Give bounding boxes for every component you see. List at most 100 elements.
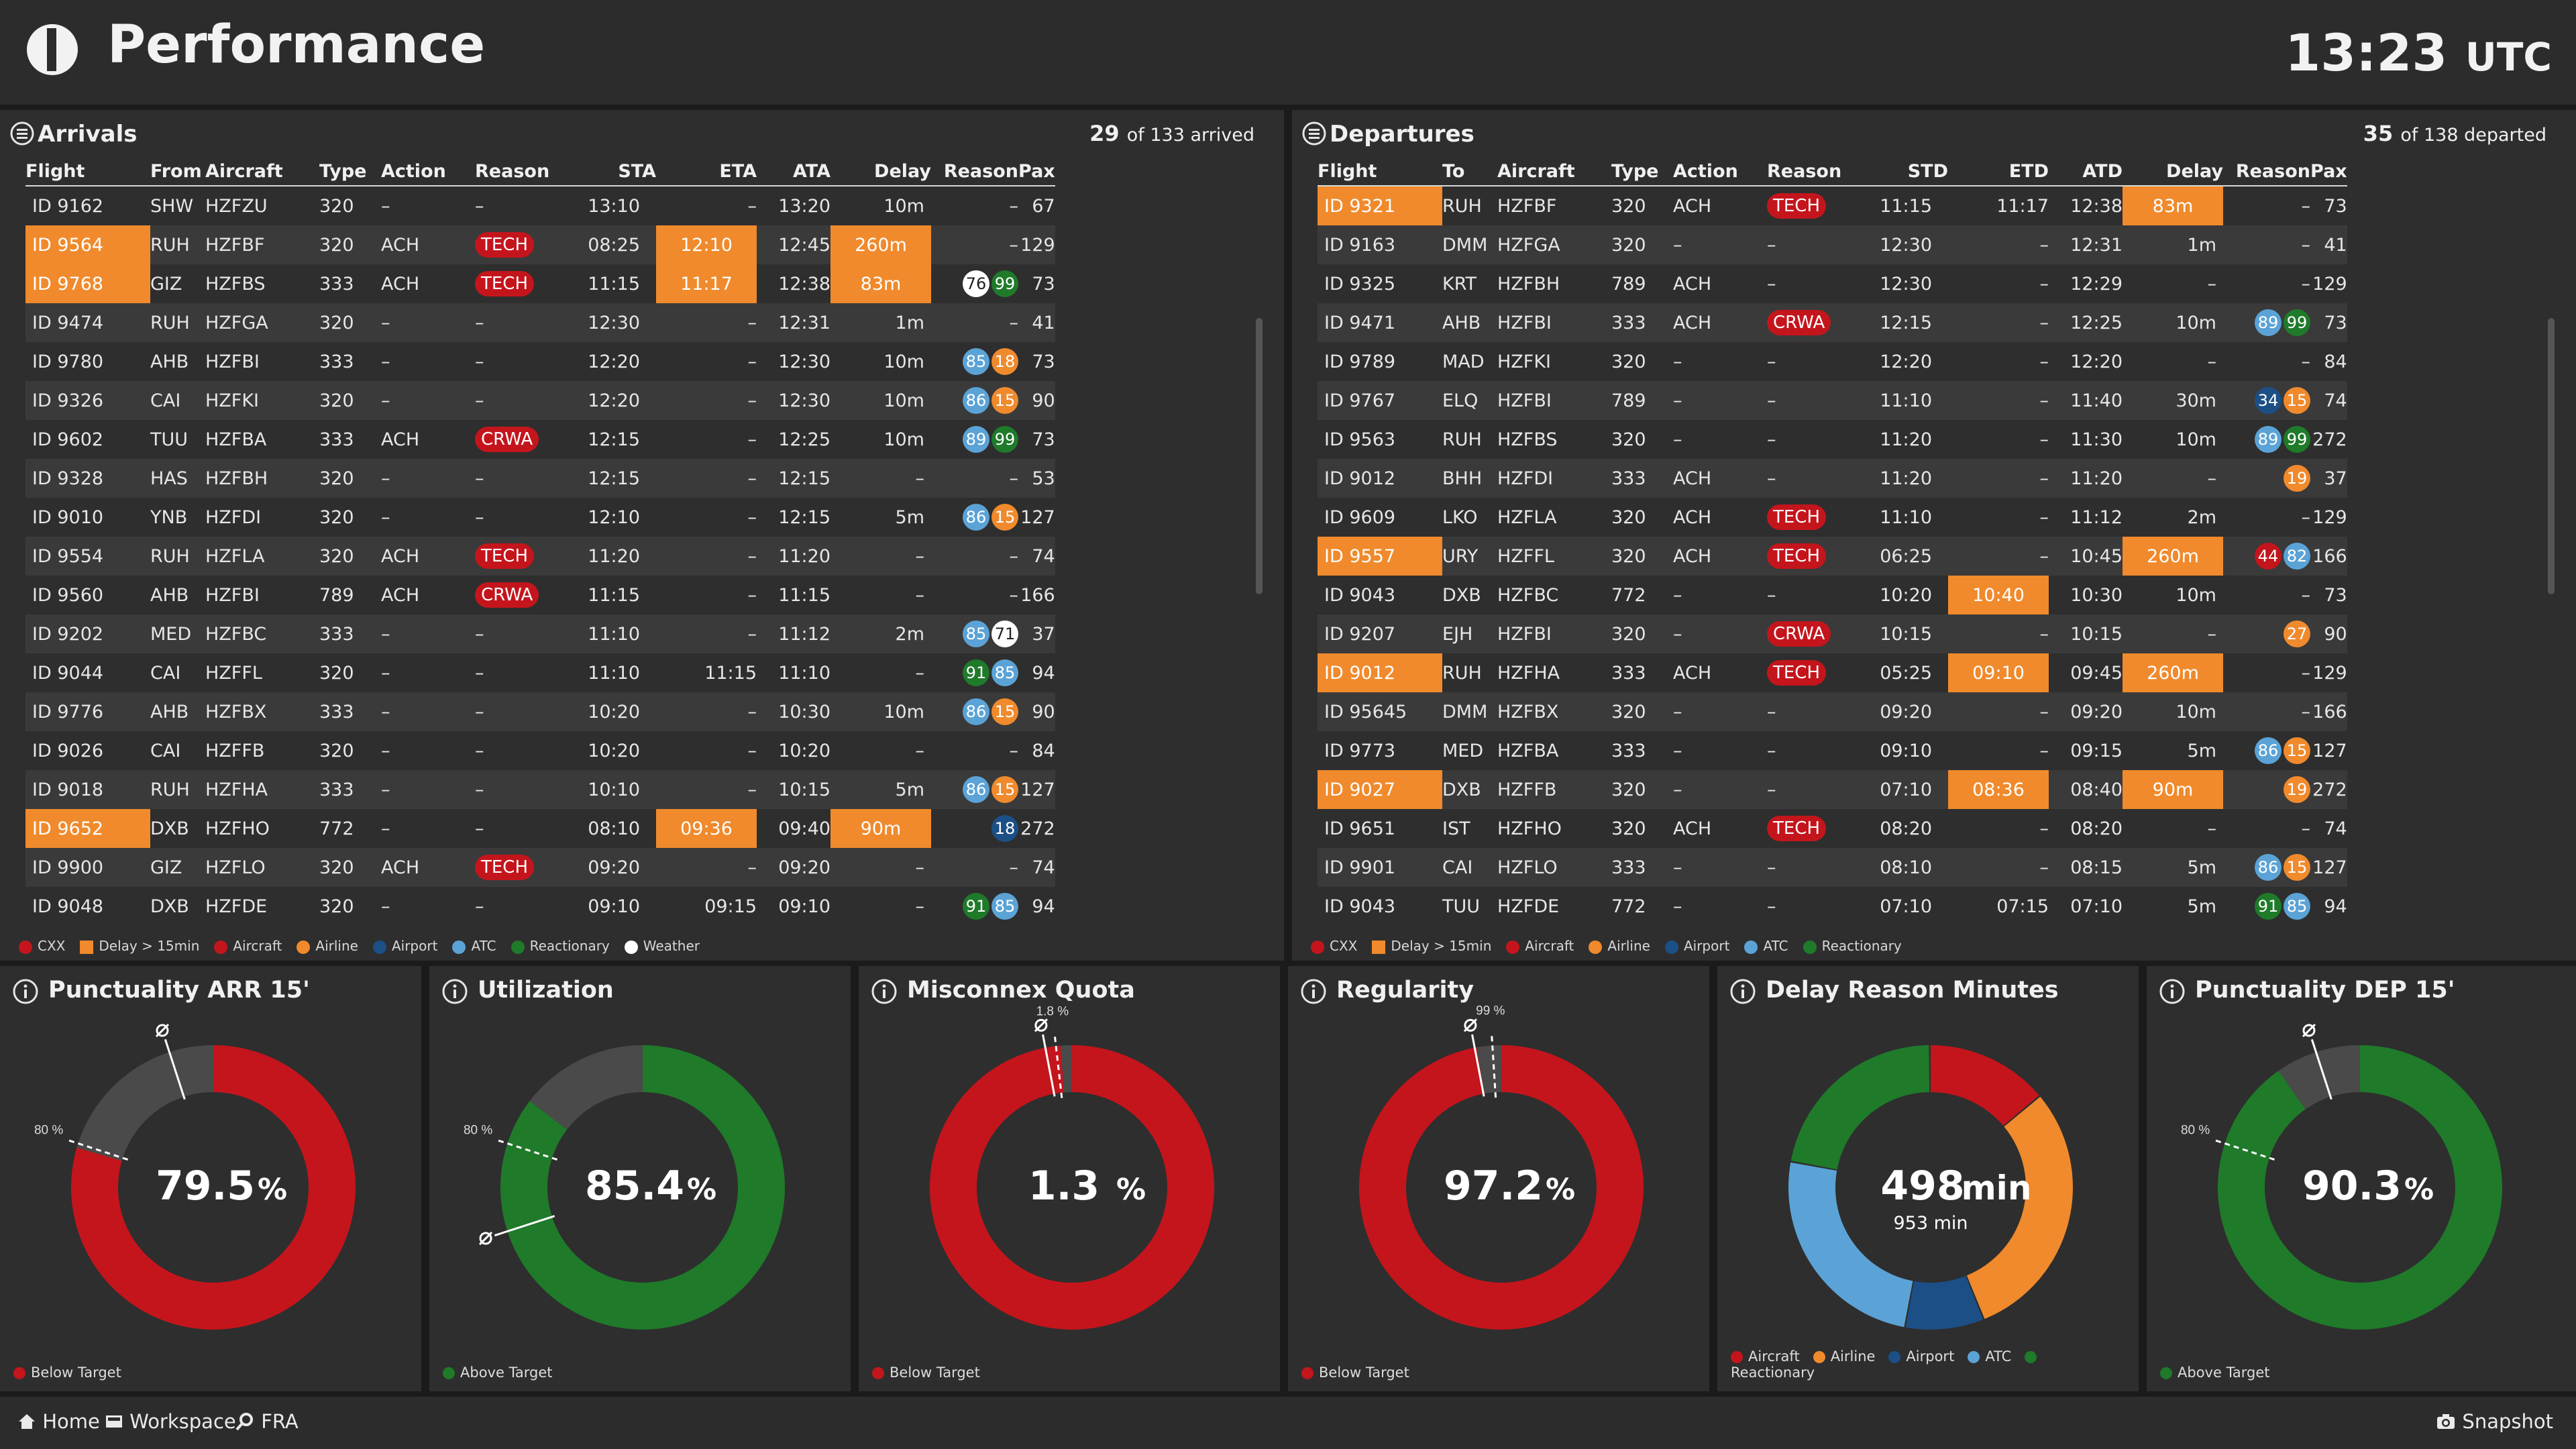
column-header-type[interactable]: Type	[1611, 157, 1673, 186]
flight-cell[interactable]: ID 9048	[32, 896, 104, 917]
flight-cell[interactable]: ID 9321	[1318, 186, 1442, 225]
table-row[interactable]: ID 9773 MED HZFBA 333– –09:10–09:15 5m 86 15 127	[1318, 731, 2347, 770]
flight-cell[interactable]: ID 9012	[1318, 653, 1442, 692]
table-row[interactable]: ID 9557 URY HZFFL 320 ACH TECH 06:25–10:45 260m…	[1318, 537, 2347, 576]
flight-cell[interactable]: ID 9043	[1324, 896, 1396, 917]
flight-cell[interactable]: ID 9564	[25, 225, 150, 264]
table-row[interactable]: ID 9012 RUH HZFHA 333 ACH TECH 05:25 09:10 09:45…	[1318, 653, 2347, 692]
column-header-aircraft[interactable]: Aircraft	[205, 157, 319, 186]
column-header-pax[interactable]: Pax	[2310, 157, 2347, 186]
table-row[interactable]: ID 9207 EJH HZFBI 320– CRWA 10:15–10:15–27 90	[1318, 614, 2347, 653]
flight-cell[interactable]: ID 9554	[25, 537, 150, 576]
column-header-action[interactable]: Action	[381, 157, 475, 186]
flight-cell[interactable]: ID 9651	[1324, 818, 1396, 839]
table-row[interactable]: ID 9027 DXB HZFFB 320– –07:10 08:36 08:40 90m 19…	[1318, 770, 2347, 809]
flight-cell[interactable]: ID 9767	[1318, 381, 1442, 420]
info-icon[interactable]	[12, 978, 39, 1005]
column-header-delay[interactable]: Delay	[830, 157, 931, 186]
flight-cell[interactable]: ID 9026	[32, 740, 104, 761]
table-row[interactable]: ID 9474 RUH HZFGA 320– –12:30–12:31 1m –41	[25, 303, 1055, 342]
table-row[interactable]: ID 9328 HAS HZFBH 320– –12:15–12:15– –53	[25, 459, 1055, 498]
flight-cell[interactable]: ID 9010	[32, 506, 104, 528]
flight-cell[interactable]: ID 9609	[1324, 506, 1396, 528]
column-header-eta[interactable]: ETA	[656, 157, 757, 186]
snapshot-button[interactable]: Snapshot	[2436, 1410, 2553, 1433]
column-header-type[interactable]: Type	[319, 157, 381, 186]
table-row[interactable]: ID 9609 LKO HZFLA 320 ACH TECH 11:10–11:12 2m –1…	[1318, 498, 2347, 537]
column-header-flight[interactable]: Flight	[25, 157, 150, 186]
table-row[interactable]: ID 9162 SHW HZFZU 320– –13:10–13:20 10m –67	[25, 186, 1055, 225]
flight-cell[interactable]: ID 9325	[1324, 273, 1396, 294]
column-header-aircraft[interactable]: Aircraft	[1497, 157, 1611, 186]
flight-cell[interactable]: ID 9328	[25, 459, 150, 498]
info-icon[interactable]	[871, 978, 898, 1005]
flight-cell[interactable]: ID 9563	[1324, 429, 1396, 450]
column-header-reason[interactable]: Reason	[931, 157, 1018, 186]
table-row[interactable]: ID 95645 DMM HZFBX 320– –09:20–09:20 10m –166	[1318, 692, 2347, 731]
table-row[interactable]: ID 9780 AHB HZFBI 333– –12:20–12:30 10m 85 18 73	[25, 342, 1055, 381]
flight-cell[interactable]: ID 9474	[25, 303, 150, 342]
table-row[interactable]: ID 9048 DXB HZFDE 320– –09:10 09:15 09:10–91 85…	[25, 887, 1055, 926]
home-link[interactable]: Home	[17, 1410, 100, 1433]
flight-cell[interactable]: ID 9043	[1324, 584, 1396, 606]
table-row[interactable]: ID 9651 IST HZFHO 320 ACH TECH 08:20–08:20– –74	[1318, 809, 2347, 848]
table-row[interactable]: ID 9776 AHB HZFBX 333– –10:20–10:30 10m 86 15 90	[25, 692, 1055, 731]
flight-cell[interactable]: ID 9027	[1318, 770, 1442, 809]
flight-cell[interactable]: ID 9652	[25, 809, 150, 848]
column-header-flight[interactable]: Flight	[1318, 157, 1442, 186]
flight-cell[interactable]: ID 9018	[25, 770, 150, 809]
flight-cell[interactable]: ID 95645	[1318, 692, 1442, 731]
table-row[interactable]: ID 9471 AHB HZFBI 333 ACH CRWA 12:15–12:25 10m 8…	[1318, 303, 2347, 342]
table-row[interactable]: ID 9560 AHB HZFBI 789 ACH CRWA 11:15–11:15– –16…	[25, 576, 1055, 614]
info-icon[interactable]	[1729, 978, 1756, 1005]
flight-cell[interactable]: ID 9326	[25, 381, 150, 420]
table-row[interactable]: ID 9321 RUH HZFBF 320 ACH TECH 11:15 11:17 12:38…	[1318, 186, 2347, 225]
table-row[interactable]: ID 9018 RUH HZFHA 333– –10:10–10:15 5m 86 15 127	[25, 770, 1055, 809]
flight-cell[interactable]: ID 9207	[1318, 614, 1442, 653]
column-header-pax[interactable]: Pax	[1018, 157, 1055, 186]
table-row[interactable]: ID 9010 YNB HZFDI 320– –12:10–12:15 5m 86 15 127	[25, 498, 1055, 537]
table-row[interactable]: ID 9563 RUH HZFBS 320– –11:20–11:30 10m 89 99 27…	[1318, 420, 2347, 459]
flight-cell[interactable]: ID 9163	[1318, 225, 1442, 264]
column-header-reason[interactable]: Reason	[475, 157, 582, 186]
info-icon[interactable]	[441, 978, 468, 1005]
info-icon[interactable]	[1300, 978, 1327, 1005]
table-row[interactable]: ID 9326 CAI HZFKI 320– –12:20–12:30 10m 86 15 90	[25, 381, 1055, 420]
table-row[interactable]: ID 9012 BHH HZFDI 333 ACH –11:20–11:20–19 37	[1318, 459, 2347, 498]
column-header-sta[interactable]: STA	[582, 157, 656, 186]
column-header-reason[interactable]: Reason	[2223, 157, 2310, 186]
list-icon[interactable]	[1301, 121, 1327, 146]
column-header-reason[interactable]: Reason	[1767, 157, 1874, 186]
table-row[interactable]: ID 9325 KRT HZFBH 789 ACH –12:30–12:29– –129	[1318, 264, 2347, 303]
column-header-action[interactable]: Action	[1673, 157, 1767, 186]
flight-cell[interactable]: ID 9768	[25, 264, 150, 303]
table-row[interactable]: ID 9900 GIZ HZFLO 320 ACH TECH 09:20–09:20– –74	[25, 848, 1055, 887]
column-header-std[interactable]: STD	[1874, 157, 1948, 186]
departures-scrollbar[interactable]	[2548, 318, 2555, 594]
table-row[interactable]: ID 9044 CAI HZFFL 320– –11:10 11:15 11:10–91 85…	[25, 653, 1055, 692]
flight-cell[interactable]: ID 9900	[25, 848, 150, 887]
column-header-delay[interactable]: Delay	[2123, 157, 2223, 186]
airport-search[interactable]: FRA	[235, 1410, 299, 1433]
table-row[interactable]: ID 9767 ELQ HZFBI 789– –11:10–11:40 30m 34 15 74	[1318, 381, 2347, 420]
table-row[interactable]: ID 9652 DXB HZFHO 772 – – 08:10 09:36 09:40 90m 18…	[25, 809, 1055, 848]
info-icon[interactable]	[2159, 978, 2186, 1005]
table-row[interactable]: ID 9602 TUU HZFBA 333 ACH CRWA 12:15 –12:25 10m 8…	[25, 420, 1055, 459]
flight-cell[interactable]: ID 9901	[1318, 848, 1442, 887]
table-row[interactable]: ID 9789 MAD HZFKI 320– –12:20–12:20– –84	[1318, 342, 2347, 381]
flight-cell[interactable]: ID 9780	[32, 351, 104, 372]
table-row[interactable]: ID 9163 DMM HZFGA 320– –12:30–12:31 1m –41	[1318, 225, 2347, 264]
column-header-atd[interactable]: ATD	[2049, 157, 2123, 186]
arrivals-scrollbar[interactable]	[1256, 318, 1263, 594]
flight-cell[interactable]: ID 9789	[1324, 351, 1396, 372]
table-row[interactable]: ID 9202 MED HZFBC 333– –11:10–11:12 2m 85 71 37	[25, 614, 1055, 653]
flight-cell[interactable]: ID 9602	[32, 429, 104, 450]
column-header-etd[interactable]: ETD	[1948, 157, 2049, 186]
table-row[interactable]: ID 9901 CAI HZFLO 333– –08:10–08:15 5m 86 15 127	[1318, 848, 2347, 887]
flight-cell[interactable]: ID 9202	[25, 614, 150, 653]
flight-cell[interactable]: ID 9776	[25, 692, 150, 731]
flight-cell[interactable]: ID 9012	[1318, 459, 1442, 498]
column-header-from[interactable]: From	[150, 157, 205, 186]
column-header-ata[interactable]: ATA	[757, 157, 830, 186]
flight-cell[interactable]: ID 9162	[32, 195, 104, 217]
